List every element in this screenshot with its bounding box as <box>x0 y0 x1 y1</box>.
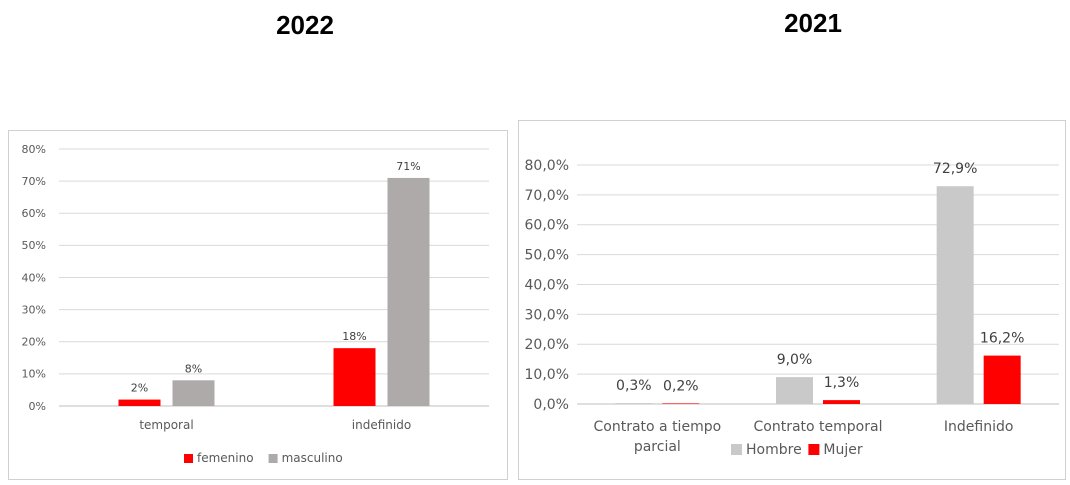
data-label: 72,9% <box>933 161 977 177</box>
y-tick-label: 80% <box>22 143 46 156</box>
data-label: 8% <box>185 362 202 375</box>
legend-swatch <box>731 444 742 455</box>
y-tick-label: 70% <box>22 175 46 188</box>
data-label: 16,2% <box>980 331 1024 347</box>
chart-title-2022: 2022 <box>276 10 334 40</box>
legend-label: Mujer <box>823 442 862 458</box>
x-tick-label: parcial <box>634 439 681 455</box>
legend-label: Hombre <box>746 442 802 458</box>
legend-swatch <box>184 454 193 463</box>
y-tick-label: 30,0% <box>525 307 569 323</box>
bar <box>615 403 653 404</box>
legend-label: masculino <box>282 451 343 465</box>
data-label: 18% <box>342 330 366 343</box>
legend-swatch <box>268 454 278 463</box>
chart-title-2021: 2021 <box>784 8 842 38</box>
y-tick-label: 0,0% <box>533 397 569 413</box>
legend-label: femenino <box>197 451 254 465</box>
x-tick-label: Contrato temporal <box>754 419 883 435</box>
y-tick-label: 10,0% <box>525 367 569 383</box>
bar <box>662 403 700 404</box>
y-tick-label: 20,0% <box>525 337 569 353</box>
data-label: 9,0% <box>777 352 813 368</box>
data-label: 1,3% <box>824 375 860 391</box>
y-tick-label: 30% <box>22 303 46 316</box>
y-tick-label: 70,0% <box>525 188 569 204</box>
data-label: 0,2% <box>663 378 699 394</box>
y-tick-label: 20% <box>22 336 46 349</box>
y-tick-label: 50,0% <box>525 248 569 264</box>
bar <box>387 177 430 406</box>
bar <box>118 399 161 406</box>
bar <box>333 348 376 406</box>
y-tick-label: 80,0% <box>525 158 569 174</box>
x-tick-label: Contrato a tiempo <box>594 419 722 435</box>
bar <box>936 186 974 404</box>
bar-chart-2022: 0% 10% 20% 30% 40% 50% 60% 70% 80% 2% 18% 8% 71% temp… <box>22 143 489 465</box>
y-tick-label: 60,0% <box>525 218 569 234</box>
legend-swatch <box>808 444 820 455</box>
chart-panel-2022: 0% 10% 20% 30% 40% 50% 60% 70% 80% 2% 18% 8% 71% temp… <box>8 130 508 480</box>
x-tick-label: indefinido <box>352 418 411 432</box>
bar-chart-2021: 0,0% 10,0% 20,0% 30,0% 40,0% 50,0% 60,0% 70,0% 8… <box>525 158 1059 458</box>
data-label: 71% <box>396 160 420 173</box>
chart-panel-2021: 0,0% 10,0% 20,0% 30,0% 40,0% 50,0% 60,0% 70,0% 8… <box>518 120 1066 480</box>
y-tick-label: 10% <box>22 368 46 381</box>
y-tick-label: 60% <box>22 207 46 220</box>
bar <box>776 377 813 404</box>
y-tick-label: 40% <box>22 271 46 284</box>
y-tick-label: 40,0% <box>525 277 569 293</box>
x-tick-label: Indefinido <box>944 419 1014 435</box>
data-label: 0,3% <box>616 378 652 394</box>
bar <box>172 380 215 406</box>
y-tick-label: 0% <box>29 400 46 413</box>
y-tick-label: 50% <box>22 239 46 252</box>
x-tick-label: temporal <box>139 418 193 432</box>
bar <box>823 400 860 404</box>
data-label: 2% <box>131 382 148 395</box>
bar <box>983 355 1021 404</box>
